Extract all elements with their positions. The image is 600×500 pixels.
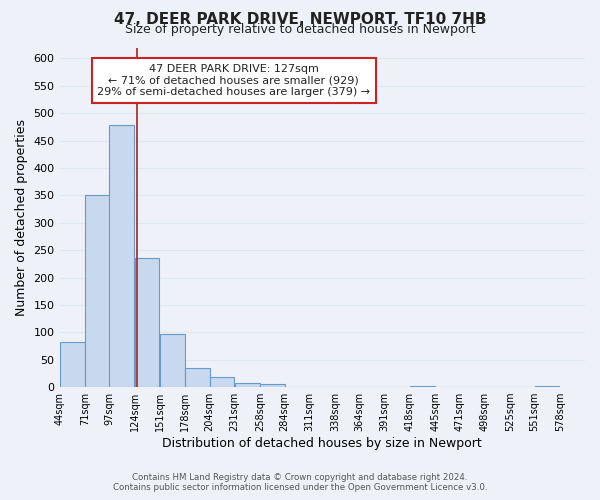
Text: Size of property relative to detached houses in Newport: Size of property relative to detached ho… [125,22,475,36]
Bar [160,334,185,387]
Bar [260,384,285,387]
Text: 47, DEER PARK DRIVE, NEWPORT, TF10 7HB: 47, DEER PARK DRIVE, NEWPORT, TF10 7HB [114,12,486,28]
X-axis label: Distribution of detached houses by size in Newport: Distribution of detached houses by size … [163,437,482,450]
Bar [410,386,435,387]
Bar [109,126,134,387]
Bar [185,368,210,387]
Text: 47 DEER PARK DRIVE: 127sqm
← 71% of detached houses are smaller (929)
29% of sem: 47 DEER PARK DRIVE: 127sqm ← 71% of deta… [97,64,370,97]
Bar [85,196,110,387]
Text: Contains HM Land Registry data © Crown copyright and database right 2024.
Contai: Contains HM Land Registry data © Crown c… [113,473,487,492]
Bar [60,342,85,387]
Y-axis label: Number of detached properties: Number of detached properties [15,119,28,316]
Bar [535,386,559,387]
Bar [235,382,260,387]
Bar [135,258,160,387]
Bar [209,376,235,387]
